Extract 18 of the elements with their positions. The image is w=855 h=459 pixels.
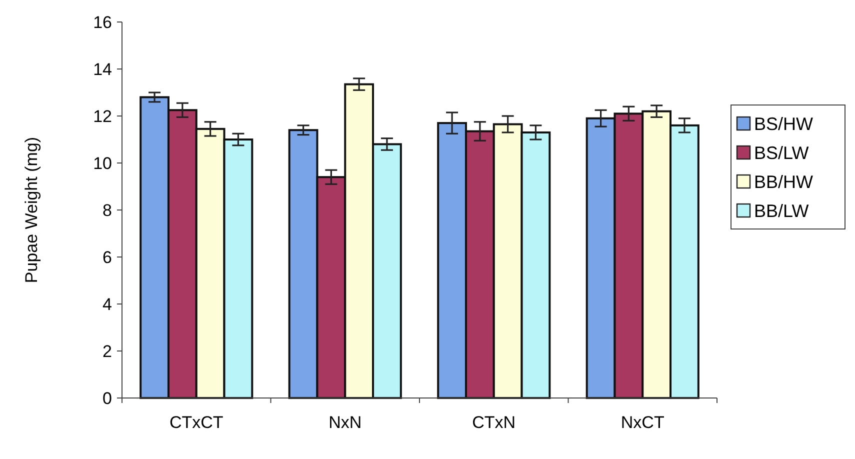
legend-label: BB/HW [754, 172, 814, 192]
x-tick-label: NxCT [620, 413, 664, 432]
legend-label: BS/HW [754, 114, 814, 134]
legend-label: BB/LW [754, 201, 809, 221]
y-tick-label: 2 [102, 342, 112, 361]
y-tick-label: 12 [93, 106, 112, 126]
y-tick-label: 8 [102, 200, 112, 220]
x-tick-label: CTxN [472, 413, 516, 432]
y-tick-label: 14 [93, 60, 112, 79]
y-tick-label: 4 [102, 294, 112, 314]
y-tick-label: 16 [93, 12, 112, 32]
y-tick-label: 0 [102, 388, 112, 408]
x-tick-label: NxN [328, 413, 362, 432]
y-tick-label: 6 [102, 248, 112, 267]
legend-label: BS/LW [754, 143, 809, 163]
y-axis-title: Pupae Weight (mg) [22, 136, 41, 284]
x-tick-label: CTxCT [169, 413, 224, 432]
y-tick-label: 10 [93, 154, 112, 173]
